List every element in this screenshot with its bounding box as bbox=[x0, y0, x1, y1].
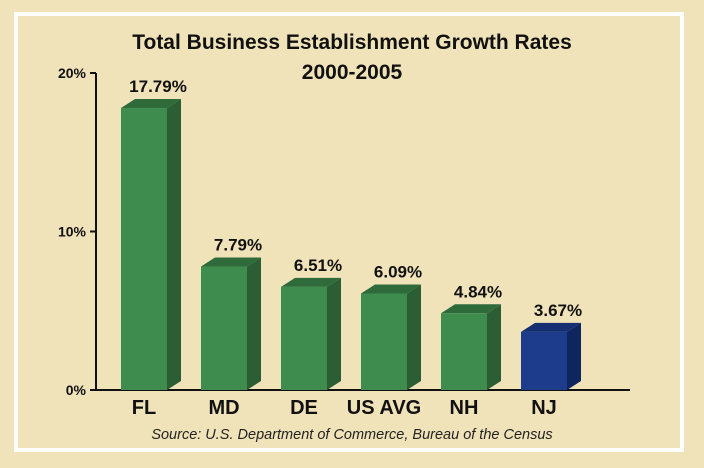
category-label: NH bbox=[450, 397, 479, 419]
value-label: 4.84% bbox=[454, 282, 502, 301]
bar-side bbox=[327, 277, 341, 390]
bars bbox=[121, 99, 581, 390]
value-label: 6.09% bbox=[374, 262, 422, 281]
bar-de bbox=[281, 277, 341, 390]
bar-md bbox=[201, 257, 261, 390]
bar-top bbox=[521, 322, 581, 332]
chart-border bbox=[14, 12, 684, 452]
bar-top bbox=[441, 304, 501, 314]
bar-front bbox=[441, 313, 487, 390]
category-label: DE bbox=[290, 397, 318, 419]
bar-front bbox=[201, 266, 247, 390]
bar-side bbox=[167, 99, 181, 390]
bar-front bbox=[521, 331, 567, 390]
bar-side bbox=[247, 257, 261, 390]
bar-side bbox=[567, 322, 581, 390]
bar-fl bbox=[121, 99, 181, 390]
category-label: MD bbox=[208, 397, 239, 419]
bar-top bbox=[361, 284, 421, 294]
bar-front bbox=[281, 286, 327, 390]
category-label: US AVG bbox=[347, 397, 421, 419]
category-label: NJ bbox=[531, 397, 557, 419]
y-tick-label: 0% bbox=[66, 382, 87, 398]
labels: 17.79% FL 7.79% MD 6.51% DE 6.09% US AVG 4.84% NH… bbox=[129, 77, 582, 419]
value-label: 17.79% bbox=[129, 77, 187, 96]
bar-side bbox=[407, 284, 421, 390]
category-label: FL bbox=[132, 397, 156, 419]
bar-top bbox=[281, 277, 341, 287]
value-label: 3.67% bbox=[534, 301, 582, 320]
bar-top bbox=[201, 257, 261, 267]
y-tick-label: 10% bbox=[58, 224, 87, 240]
chart-subtitle: 2000-2005 bbox=[302, 61, 403, 84]
value-label: 7.79% bbox=[214, 236, 262, 255]
source-note: Source: U.S. Department of Commerce, Bur… bbox=[151, 427, 552, 443]
bar-side bbox=[487, 304, 501, 390]
bar-nj bbox=[521, 322, 581, 390]
bar-top bbox=[121, 99, 181, 109]
value-label: 6.51% bbox=[294, 256, 342, 275]
chart-title: Total Business Establishment Growth Rate… bbox=[132, 31, 572, 54]
bar-front bbox=[361, 293, 407, 390]
bar-us-avg bbox=[361, 284, 421, 390]
y-tick-label: 20% bbox=[58, 65, 87, 81]
bar-nh bbox=[441, 304, 501, 390]
bar-front bbox=[121, 108, 167, 390]
